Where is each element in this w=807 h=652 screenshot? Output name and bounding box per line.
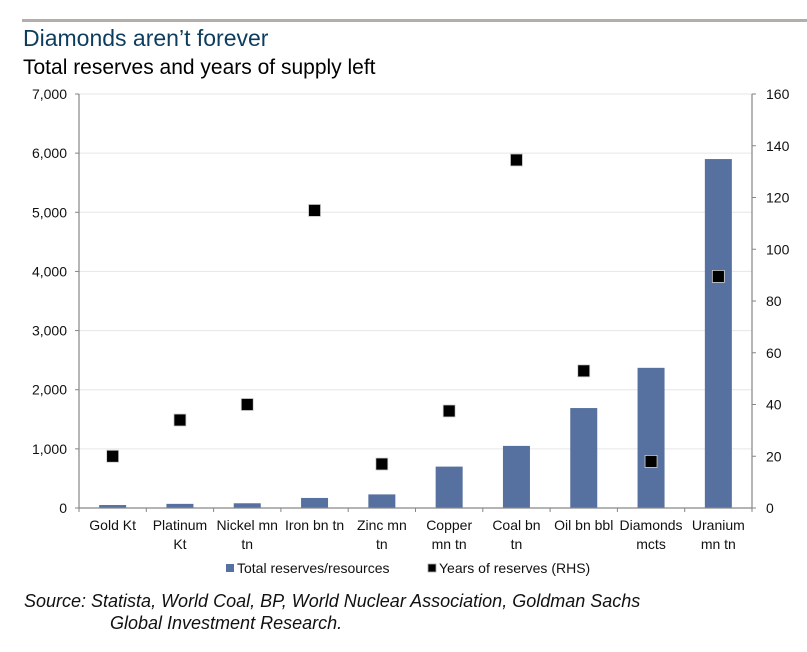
right-tick-label: 20 [766,448,782,464]
legend-label-marker: Years of reserves (RHS) [439,560,590,576]
legend: Total reserves/resources Years of reserv… [226,560,590,576]
data-point [577,364,591,378]
category-label-line: mcts [636,536,666,552]
category-label: Platinum Kt [153,517,207,552]
right-axis-ticks: 0 20 40 60 80 100 120 140 160 [752,86,790,516]
gridlines [79,93,752,450]
right-tick-label: 80 [766,293,782,309]
category-label-line: Diamonds [620,517,683,533]
category-label: Uranium mn tn [692,517,745,552]
bar [435,466,463,508]
right-tick-label: 60 [766,345,782,361]
left-tick-label: 3,000 [32,323,67,339]
category-label: Oil bn bbl [554,517,613,533]
right-tick-label: 40 [766,397,782,413]
category-label-line: Nickel mn [217,517,278,533]
category-label-line: Uranium [692,517,745,533]
category-label-line: Platinum [153,517,207,533]
category-label: Coal bn tn [492,517,540,552]
category-label-line: tn [241,536,253,552]
left-tick-label: 4,000 [32,263,67,279]
left-axis-ticks: 0 1,000 2,000 3,000 4,000 5,000 6,000 7,000 [32,86,79,516]
category-label: Nickel mn tn [217,517,278,552]
chart-subtitle: Total reserves and years of supply left [23,56,376,79]
category-label: Diamonds mcts [620,517,683,552]
data-point [375,457,389,471]
source-line-1: Source: Statista, World Coal, BP, World … [24,591,641,611]
bar [502,445,530,508]
category-label: Copper mn tn [426,517,472,552]
left-tick-label: 5,000 [32,204,67,220]
data-point [510,153,523,167]
left-tick-label: 6,000 [32,145,67,161]
source-note: Source: Statista, World Coal, BP, World … [24,590,640,634]
left-tick-label: 2,000 [32,382,67,398]
bar [301,497,329,508]
chart-title: Diamonds aren’t forever [23,25,269,51]
scatter-series [106,153,725,471]
category-label-line: Zinc mn [357,517,407,533]
bar [368,494,396,508]
category-label: Gold Kt [89,517,136,533]
bar [233,503,261,508]
left-tick-label: 7,000 [32,86,67,102]
category-label-line: Kt [173,536,186,552]
right-tick-label: 100 [766,241,790,257]
data-point [106,449,120,463]
category-label-line: mn tn [701,536,736,552]
data-point [308,204,321,217]
chart-area: 0 1,000 2,000 3,000 4,000 5,000 6,000 7,000 0 20… [32,86,790,576]
bar [570,408,598,508]
legend-label-bar: Total reserves/resources [237,560,390,576]
category-label-line: Iron bn tn [285,517,344,533]
right-tick-label: 160 [766,86,790,102]
data-point [711,270,725,283]
bar [166,503,194,508]
bar [99,505,127,508]
category-label: Zinc mn tn [357,517,407,552]
left-tick-label: 1,000 [32,441,67,457]
data-point [173,413,187,427]
category-label-line: Gold Kt [89,517,136,533]
category-label-line: tn [376,536,388,552]
legend-swatch-bar [226,564,234,572]
category-label-line: Oil bn bbl [554,517,613,533]
category-label-line: Coal bn [492,517,540,533]
category-label-line: tn [511,536,523,552]
right-tick-label: 0 [766,500,774,516]
data-point [442,404,456,418]
right-tick-label: 120 [766,190,790,206]
bar-series [99,159,732,509]
legend-swatch-marker [427,563,437,573]
bar [637,367,665,508]
category-label-line: Copper [426,517,472,533]
data-point [240,398,254,411]
header-rule [22,19,807,22]
data-point [644,455,658,468]
source-line-2: Global Investment Research. [110,613,343,633]
bar [704,159,732,509]
left-tick-label: 0 [59,500,67,516]
category-labels: Gold Kt Platinum Kt Nickel mn tn Iron bn tn Zi… [89,517,745,552]
category-label: Iron bn tn [285,517,344,533]
right-tick-label: 140 [766,138,790,154]
category-label-line: mn tn [432,536,467,552]
